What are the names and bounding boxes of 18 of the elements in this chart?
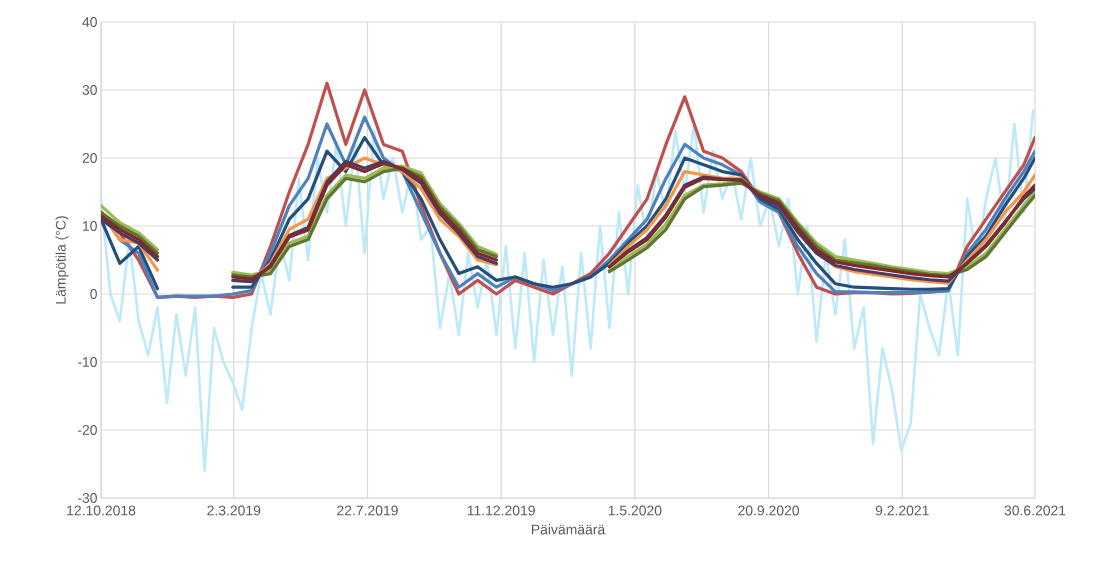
- x-tick-label: 20.9.2020: [738, 505, 800, 516]
- x-tick-label: 22.7.2019: [337, 505, 398, 516]
- y-tick-label: 30: [82, 85, 97, 95]
- y-tick-label: -20: [77, 425, 97, 435]
- x-tick-label: 30.6.2021: [1004, 505, 1066, 516]
- x-tick-label: 9.2.2021: [875, 505, 929, 516]
- y-tick-label: -10: [77, 357, 97, 367]
- x-tick-label: 1.5.2020: [608, 505, 662, 516]
- y-tick-label: 0: [90, 289, 97, 299]
- x-tick-label: 2.3.2019: [207, 505, 261, 516]
- x-axis-title: Päivämäärä: [531, 524, 606, 535]
- y-tick-label: 40: [82, 17, 97, 27]
- y-tick-label: 10: [83, 221, 97, 231]
- x-tick-label: 12.10.2018: [67, 505, 136, 516]
- y-axis-title: Lämpötila (°C): [55, 216, 69, 304]
- x-tick-label: 11.12.2019: [467, 505, 535, 516]
- y-tick-label: -30: [77, 493, 97, 503]
- y-tick-label: 20: [82, 153, 97, 163]
